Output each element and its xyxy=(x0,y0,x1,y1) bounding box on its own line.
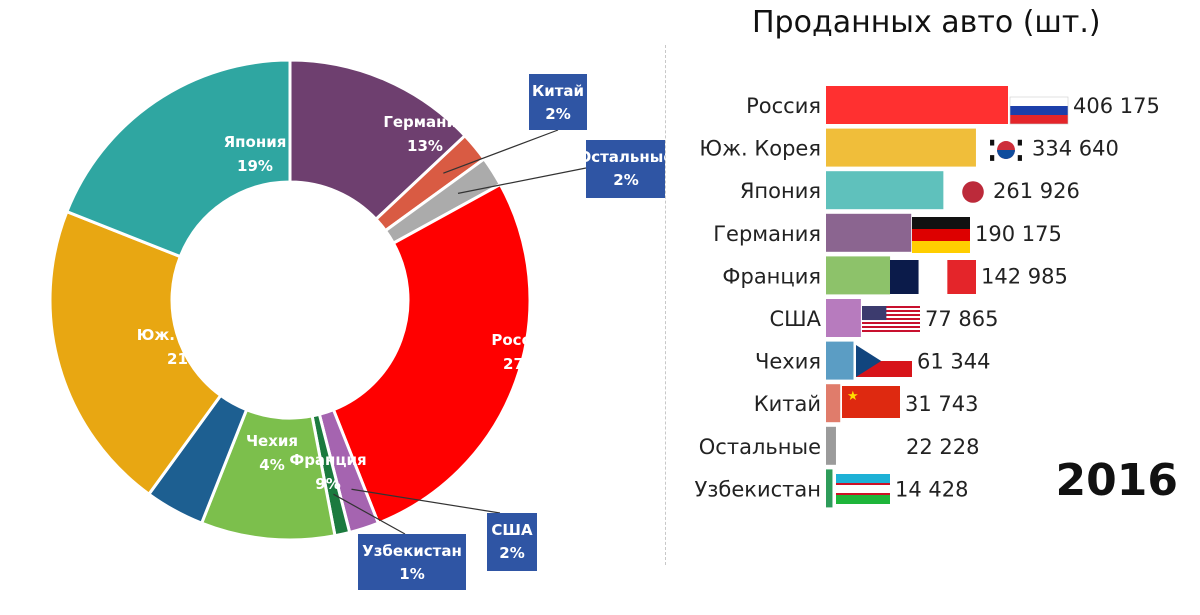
bar-value-japan: 261 926 xyxy=(993,179,1080,203)
donut-slice-russia xyxy=(331,182,532,526)
japan-flag-icon xyxy=(962,181,984,203)
chart-divider xyxy=(665,45,666,565)
usa-flag-icon xyxy=(862,306,920,332)
callout-line-china xyxy=(443,129,559,174)
donut-label-germany: Германия xyxy=(383,113,466,131)
donut-pct-south-korea: 21% xyxy=(167,350,203,368)
bar-label-south-korea: Юж. Корея xyxy=(699,137,821,161)
bar-south-korea xyxy=(826,128,976,167)
callout-label-china: Китай xyxy=(532,82,584,100)
donut-pct-czech: 4% xyxy=(259,456,284,474)
callout-pct-china: 2% xyxy=(545,105,570,123)
svg-text:★: ★ xyxy=(847,389,859,404)
bar-usa xyxy=(826,299,861,337)
bar-label-usa: США xyxy=(770,307,822,331)
callout-label-others: Остальные xyxy=(578,148,665,166)
callout-label-usa: США xyxy=(491,521,533,539)
bar-uzbekistan xyxy=(826,469,833,508)
bar-label-czech: Чехия xyxy=(755,350,821,374)
donut-label-japan: Япония xyxy=(224,133,287,151)
bar-value-south-korea: 334 640 xyxy=(1032,137,1119,161)
china-flag-icon: ★ xyxy=(842,386,900,418)
bar-value-china: 31 743 xyxy=(905,392,978,416)
donut-pct-russia: 27% xyxy=(503,355,539,373)
south-korea-flag-icon xyxy=(985,134,1027,166)
year-label: 2016 xyxy=(1055,455,1178,506)
czech-flag-icon xyxy=(856,345,912,377)
callout-line-uzbekistan xyxy=(333,493,406,535)
donut-pct-japan: 19% xyxy=(237,157,273,175)
bar-germany xyxy=(826,213,912,252)
bar-czech xyxy=(826,341,854,380)
bar-value-others: 22 228 xyxy=(906,435,979,459)
donut-slice-japan xyxy=(64,58,292,259)
callout-pct-uzbekistan: 1% xyxy=(399,565,424,583)
callout-pct-others: 2% xyxy=(613,171,638,189)
bar-label-germany: Германия xyxy=(713,222,821,246)
callout-line-others xyxy=(457,167,587,194)
donut-label-france: Франция xyxy=(289,451,366,469)
callout-line-usa xyxy=(351,488,501,514)
bar-label-japan: Япония xyxy=(740,179,821,203)
callout-box-uzbekistan xyxy=(358,534,466,590)
bar-label-china: Китай xyxy=(754,392,821,416)
callout-pct-usa: 2% xyxy=(499,544,524,562)
germany-flag-icon xyxy=(912,217,970,253)
bar-japan xyxy=(826,171,944,210)
donut-pct-france: 9% xyxy=(315,475,340,493)
bar-france xyxy=(826,256,891,295)
france-flag-icon xyxy=(890,260,976,294)
bar-label-russia: Россия xyxy=(746,94,821,118)
donut-label-czech: Чехия xyxy=(246,432,298,450)
bar-china xyxy=(826,384,841,423)
donut-label-russia: Россия xyxy=(491,331,550,349)
bar-russia xyxy=(826,86,1008,124)
bar-chart: Россия 406 175 Юж. Корея 334 640 Япония 261 9… xyxy=(694,86,1160,508)
bar-others xyxy=(826,426,836,465)
callout-box-china xyxy=(529,74,587,130)
bar-value-uzbekistan: 14 428 xyxy=(895,477,968,501)
bar-value-germany: 190 175 xyxy=(975,222,1062,246)
bar-label-france: Франция xyxy=(722,264,821,288)
donut-pct-germany: 13% xyxy=(407,137,443,155)
bar-label-uzbekistan: Узбекистан xyxy=(694,477,821,501)
callout-box-others xyxy=(586,140,665,198)
bar-value-russia: 406 175 xyxy=(1073,94,1160,118)
donut-chart: Германия 13% Россия 27% Франция 9% Чехия 4% Юж. … xyxy=(48,58,665,590)
russia-flag-icon xyxy=(1009,96,1069,125)
callout-label-uzbekistan: Узбекистан xyxy=(362,542,462,560)
donut-slice-south-korea xyxy=(48,209,223,497)
callout-box-usa xyxy=(487,513,537,571)
bar-label-others: Остальные xyxy=(699,435,821,459)
uzbekistan-flag-icon xyxy=(836,474,890,504)
bar-value-czech: 61 344 xyxy=(917,350,990,374)
bar-chart-title: Проданных авто (шт.) xyxy=(752,5,1101,40)
bar-value-usa: 77 865 xyxy=(925,307,998,331)
bar-value-france: 142 985 xyxy=(981,264,1068,288)
donut-label-south-korea: Юж. Корея xyxy=(137,326,234,344)
donut-slice-germany xyxy=(288,58,468,222)
